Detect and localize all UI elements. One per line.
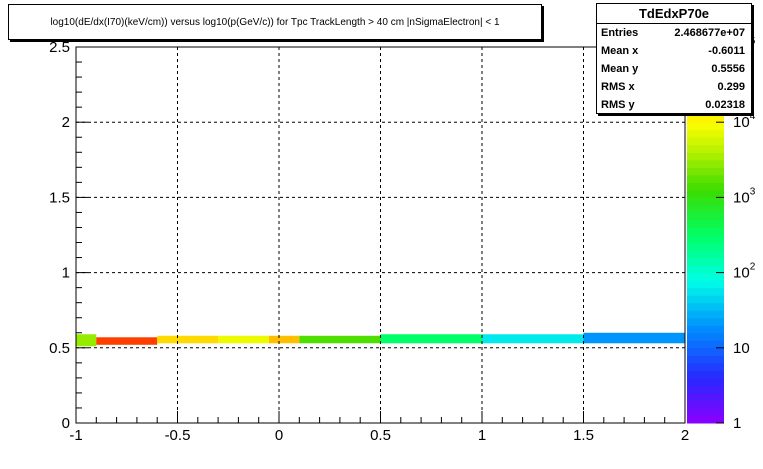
- palette-cell: [687, 182, 724, 191]
- heatmap-cell: [583, 332, 685, 344]
- palette-cell: [687, 257, 724, 266]
- z-tick-label: 102: [733, 262, 756, 282]
- palette-cell: [687, 287, 724, 296]
- palette-cell: [687, 212, 724, 221]
- palette-cell: [687, 295, 724, 304]
- stats-value: 2.468677e+07: [674, 27, 745, 39]
- x-tick-label: 0: [275, 427, 283, 444]
- heatmap-cell: [157, 335, 219, 344]
- x-tick-labels: -1 -0.5 0 0.5 1 1.5 2: [69, 427, 689, 444]
- palette-cell: [687, 310, 724, 319]
- palette-cell: [687, 340, 724, 349]
- palette-cell: [687, 159, 724, 168]
- grid-lines: [76, 47, 685, 423]
- palette-cell: [687, 227, 724, 236]
- x-tick-label: 1.5: [573, 427, 594, 444]
- heatmap-cell: [76, 334, 97, 347]
- palette-cell: [687, 362, 724, 371]
- palette-cell: [687, 317, 724, 326]
- stats-row: RMS x 0.299: [597, 78, 751, 96]
- plot-title-text: log10(dE/dx(I70)(keV/cm)) versus log10(p…: [50, 16, 500, 28]
- heatmap-cell: [268, 335, 300, 344]
- palette-cell: [687, 415, 724, 424]
- palette-cell: [687, 235, 724, 244]
- palette-cell: [687, 400, 724, 409]
- stats-label: Entries: [601, 27, 639, 39]
- x-tick-label: -0.5: [165, 427, 191, 444]
- z-tick-label: 104: [733, 111, 756, 131]
- heatmap-band: [76, 332, 685, 347]
- y-tick-labels: 0 0.5 1 1.5 2 2.5: [49, 39, 70, 432]
- palette-cell: [687, 137, 724, 146]
- palette-cell: [687, 122, 724, 131]
- x-tick-label: 0.5: [370, 427, 391, 444]
- stats-label: Mean y: [601, 63, 639, 75]
- stats-box: TdEdxP70e Entries 2.468677e+07 Mean x -0…: [596, 3, 752, 114]
- palette-cell: [687, 167, 724, 176]
- palette-cell: [687, 272, 724, 281]
- palette-cell: [687, 129, 724, 138]
- plot-title: log10(dE/dx(I70)(keV/cm)) versus log10(p…: [8, 4, 542, 40]
- palette-cell: [687, 242, 724, 251]
- palette-cell: [687, 325, 724, 334]
- palette-cell: [687, 370, 724, 379]
- heatmap-cell: [380, 334, 482, 344]
- y-tick-label: 0.5: [49, 340, 70, 357]
- palette-cell: [687, 152, 724, 161]
- stats-label: RMS y: [601, 99, 635, 111]
- heatmap-cell: [218, 335, 269, 344]
- z-tick-label: 10: [733, 340, 750, 357]
- palette-cell: [687, 302, 724, 311]
- z-tick-label: 1: [733, 415, 741, 432]
- x-tick-label: 2: [681, 427, 689, 444]
- stats-label: RMS x: [601, 81, 635, 93]
- heatmap-cell: [482, 334, 584, 344]
- stats-label: Mean x: [601, 45, 639, 57]
- palette-cell: [687, 332, 724, 341]
- palette-cell: [687, 265, 724, 274]
- axis-ticks: [75, 46, 724, 424]
- y-tick-label: 1.5: [49, 189, 70, 206]
- palette-cell: [687, 407, 724, 416]
- y-tick-label: 1: [62, 265, 70, 282]
- palette-cell: [687, 377, 724, 386]
- palette-cell: [687, 392, 724, 401]
- palette-cell: [687, 219, 724, 228]
- stats-title: TdEdxP70e: [597, 4, 751, 24]
- stats-value: 0.02318: [705, 99, 745, 111]
- palette-cell: [687, 189, 724, 198]
- stats-value: -0.6011: [708, 45, 745, 57]
- palette-cell: [687, 385, 724, 394]
- palette-cell: [687, 144, 724, 153]
- stats-row: RMS y 0.02318: [597, 96, 751, 114]
- palette-cell: [687, 174, 724, 183]
- palette-cell: [687, 250, 724, 259]
- y-tick-label: 0: [62, 415, 70, 432]
- y-tick-label: 2.5: [49, 39, 70, 56]
- stats-value: 0.299: [717, 81, 745, 93]
- palette-cell: [687, 355, 724, 364]
- stats-row: Entries 2.468677e+07: [597, 24, 751, 42]
- x-tick-label: 1: [478, 427, 486, 444]
- stats-row: Mean y 0.5556: [597, 60, 751, 78]
- y-tick-label: 2: [62, 114, 70, 131]
- stats-value: 0.5556: [711, 63, 745, 75]
- palette-cell: [687, 204, 724, 213]
- stats-row: Mean x -0.6011: [597, 42, 751, 60]
- palette-cell: [687, 114, 724, 123]
- palette-cell: [687, 347, 724, 356]
- palette-cell: [687, 197, 724, 206]
- heatmap-cell: [96, 337, 158, 345]
- x-tick-label: -1: [69, 427, 82, 444]
- palette-cell: [687, 280, 724, 289]
- heatmap-cell: [299, 335, 381, 344]
- z-tick-label: 103: [733, 186, 756, 206]
